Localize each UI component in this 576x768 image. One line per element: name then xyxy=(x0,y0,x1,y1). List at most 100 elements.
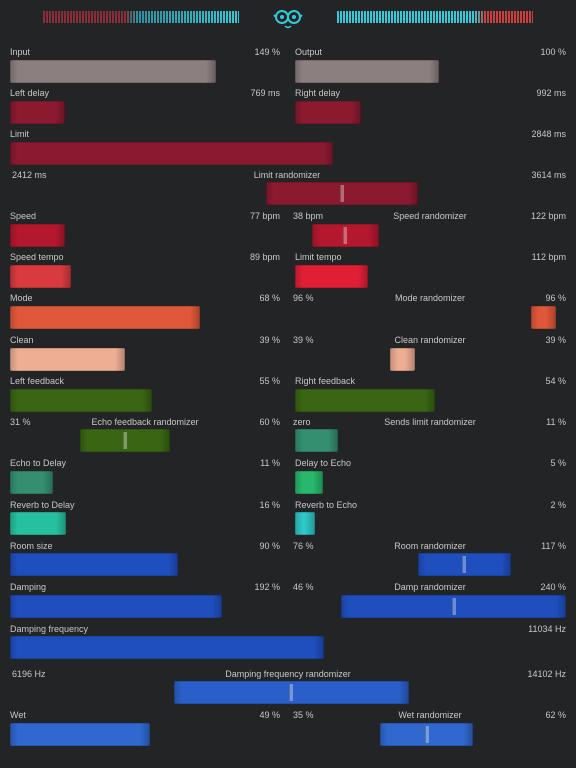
speed-randomizer-label: Speed randomizer xyxy=(393,211,467,221)
echo-feedback-randomizer-range[interactable] xyxy=(80,429,170,452)
damping-frequency-value: 11034 Hz xyxy=(528,624,566,634)
wet-randomizer-max: 62 % xyxy=(545,710,566,720)
pilot-goggles-icon xyxy=(273,6,303,30)
left-feedback-value: 55 % xyxy=(259,376,280,386)
right-delay-value: 992 ms xyxy=(536,88,566,98)
output-value: 100 % xyxy=(540,47,566,57)
damping-label: Damping xyxy=(10,582,47,592)
speed-randomizer-min: 38 bpm xyxy=(293,211,324,221)
mode-randomizer-range[interactable] xyxy=(531,306,556,329)
echo-feedback-randomizer-max: 60 % xyxy=(259,417,280,427)
output-level-meter xyxy=(336,11,533,23)
right-feedback-value: 54 % xyxy=(545,376,566,386)
clean-slider[interactable] xyxy=(10,348,125,371)
room-randomizer-min: 76 % xyxy=(293,541,314,551)
mode-value: 68 % xyxy=(259,293,280,303)
echo-feedback-randomizer-min: 31 % xyxy=(10,417,31,427)
reverb-to-echo-value: 2 % xyxy=(550,500,566,510)
mode-label: Mode xyxy=(10,293,33,303)
clean-randomizer-label: Clean randomizer xyxy=(394,335,466,345)
speed-tempo-label: Speed tempo xyxy=(10,252,64,262)
speed-randomizer-handle[interactable] xyxy=(343,227,347,244)
damp-randomizer-min: 46 % xyxy=(293,582,314,592)
left-feedback-slider[interactable] xyxy=(10,389,152,412)
limit-randomizer-min: 2412 ms xyxy=(12,170,47,180)
echo-to-delay-slider[interactable] xyxy=(10,471,53,494)
damping-frequency-randomizer-handle[interactable] xyxy=(289,684,293,701)
damp-randomizer-handle[interactable] xyxy=(452,598,456,615)
room-size-value: 90 % xyxy=(259,541,280,551)
delay-to-echo-slider[interactable] xyxy=(295,471,323,494)
sends-limit-randomizer-min: zero xyxy=(293,417,311,427)
damp-randomizer-label: Damp randomizer xyxy=(394,582,466,592)
room-randomizer-range[interactable] xyxy=(418,553,511,576)
sends-limit-randomizer-range[interactable] xyxy=(295,429,338,452)
damping-frequency-label: Damping frequency xyxy=(10,624,89,634)
clean-label: Clean xyxy=(10,335,34,345)
mode-randomizer-min: 96 % xyxy=(293,293,314,303)
echo-to-delay-value: 11 % xyxy=(260,458,280,468)
echo-to-delay-label: Echo to Delay xyxy=(10,458,67,468)
right-delay-label: Right delay xyxy=(295,88,341,98)
limit-randomizer-handle[interactable] xyxy=(340,185,344,202)
speed-slider[interactable] xyxy=(10,224,65,247)
mode-randomizer-label: Mode randomizer xyxy=(394,293,466,303)
reverb-to-delay-slider[interactable] xyxy=(10,512,66,535)
mode-slider[interactable] xyxy=(10,306,200,329)
reverb-to-delay-value: 16 % xyxy=(259,500,280,510)
damping-value: 192 % xyxy=(254,582,280,592)
reverb-to-echo-label: Reverb to Echo xyxy=(295,500,358,510)
room-size-slider[interactable] xyxy=(10,553,178,576)
left-delay-label: Left delay xyxy=(10,88,50,98)
echo-feedback-randomizer-label: Echo feedback randomizer xyxy=(91,417,199,427)
speed-value: 77 bpm xyxy=(249,211,280,221)
wet-randomizer-handle[interactable] xyxy=(425,726,429,743)
right-delay-slider[interactable] xyxy=(295,101,361,124)
damping-frequency-randomizer-max: 14102 Hz xyxy=(527,669,566,679)
echo-feedback-randomizer-handle[interactable] xyxy=(123,432,127,449)
limit-randomizer-label: Limit randomizer xyxy=(253,170,321,180)
speed-tempo-value: 89 bpm xyxy=(249,252,280,262)
reverb-to-delay-label: Reverb to Delay xyxy=(10,500,75,510)
damp-randomizer-max: 240 % xyxy=(540,582,566,592)
room-randomizer-label: Room randomizer xyxy=(394,541,466,551)
wet-value: 49 % xyxy=(259,710,280,720)
input-slider[interactable] xyxy=(10,60,216,83)
limit-value: 2848 ms xyxy=(531,129,566,139)
reverb-to-echo-slider[interactable] xyxy=(295,512,315,535)
limit-randomizer-max: 3614 ms xyxy=(531,170,566,180)
left-delay-value: 769 ms xyxy=(250,88,280,98)
clean-randomizer-max: 39 % xyxy=(545,335,566,345)
damp-randomizer-range[interactable] xyxy=(341,595,566,618)
delay-to-echo-value: 5 % xyxy=(550,458,566,468)
limit-label: Limit xyxy=(10,129,30,139)
speed-tempo-slider[interactable] xyxy=(10,265,71,288)
input-label: Input xyxy=(10,47,31,57)
limit-randomizer-range[interactable] xyxy=(266,182,418,205)
damping-frequency-randomizer-range[interactable] xyxy=(174,681,409,704)
clean-randomizer-min: 39 % xyxy=(293,335,314,345)
room-randomizer-max: 117 % xyxy=(541,541,566,551)
wet-randomizer-range[interactable] xyxy=(380,723,473,746)
right-feedback-label: Right feedback xyxy=(295,376,356,386)
limit-slider[interactable] xyxy=(10,142,333,165)
sends-limit-randomizer-max: 11 % xyxy=(546,417,566,427)
output-slider[interactable] xyxy=(295,60,439,83)
damping-slider[interactable] xyxy=(10,595,222,618)
left-delay-slider[interactable] xyxy=(10,101,65,124)
wet-slider[interactable] xyxy=(10,723,150,746)
wet-label: Wet xyxy=(10,710,26,720)
input-level-meter xyxy=(42,11,239,23)
limit-tempo-value: 112 bpm xyxy=(531,252,566,262)
damping-frequency-slider[interactable] xyxy=(10,636,324,659)
speed-randomizer-range[interactable] xyxy=(312,224,379,247)
limit-tempo-slider[interactable] xyxy=(295,265,368,288)
room-size-label: Room size xyxy=(10,541,53,551)
mode-randomizer-max: 96 % xyxy=(545,293,566,303)
damping-frequency-randomizer-label: Damping frequency randomizer xyxy=(225,669,351,679)
room-randomizer-handle[interactable] xyxy=(462,556,466,573)
right-feedback-slider[interactable] xyxy=(295,389,435,412)
limit-tempo-label: Limit tempo xyxy=(295,252,342,262)
delay-to-echo-label: Delay to Echo xyxy=(295,458,352,468)
clean-randomizer-range[interactable] xyxy=(390,348,415,371)
